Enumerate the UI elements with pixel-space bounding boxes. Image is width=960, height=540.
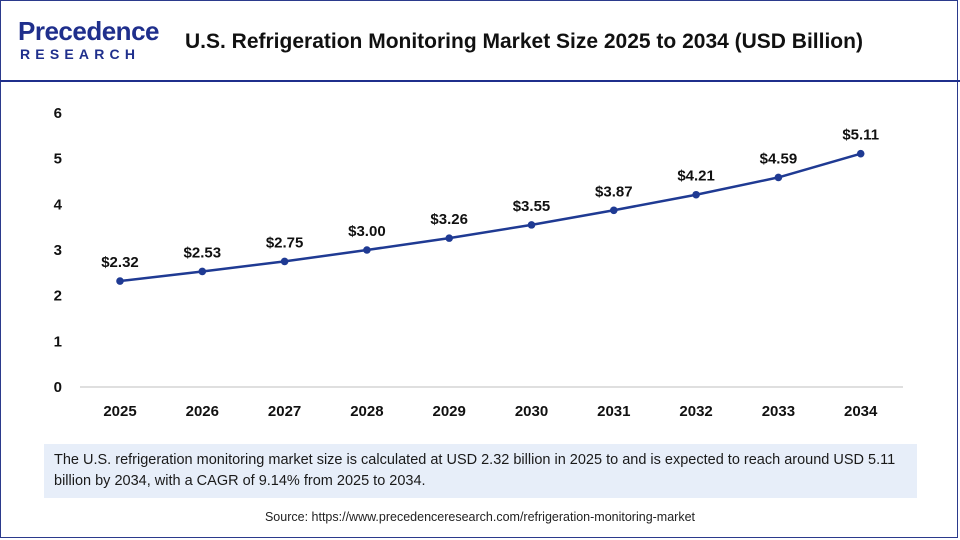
x-tick-label: 2027 [268,403,301,420]
data-label: $3.87 [595,183,633,200]
data-point [610,206,618,215]
data-point [363,246,371,254]
x-tick-label: 2025 [103,403,136,420]
x-tick-label: 2034 [844,403,878,420]
chart-title: U.S. Refrigeration Monitoring Market Siz… [185,30,863,53]
header: Precedence RESEARCH U.S. Refrigeration M… [0,0,960,80]
x-tick-label: 2031 [597,403,630,420]
y-tick-label: 1 [54,333,62,350]
data-point [527,221,536,229]
data-point [774,173,783,182]
logo-subtitle: RESEARCH [20,46,141,62]
x-tick-label: 2028 [350,403,383,420]
data-label: $3.26 [430,211,468,228]
data-point [692,190,700,199]
source-citation: Source: https://www.precedenceresearch.c… [264,510,696,524]
data-point [280,257,289,266]
line-chart: 0 1 2 3 4 5 6 2025 2026 2027 2028 2029 2030 2031 2032 2… [54,105,903,420]
x-tick-label: 2029 [433,403,466,420]
data-point [198,267,207,276]
x-tick-label: 2026 [186,403,219,420]
summary-note: The U.S. refrigeration monitoring market… [44,444,917,498]
data-point [856,149,865,158]
data-label: $2.75 [266,234,304,251]
data-label: $3.55 [513,198,551,215]
data-point [116,277,124,285]
data-label: $4.59 [760,150,798,167]
x-tick-label: 2033 [762,403,795,420]
y-tick-label: 5 [54,151,62,168]
data-label: $4.21 [677,168,715,185]
header-divider [0,80,960,82]
y-tick-label: 6 [54,105,62,122]
data-point [445,234,454,242]
y-tick-label: 2 [54,288,62,305]
y-tick-label: 4 [54,196,63,213]
y-tick-label: 0 [54,379,62,396]
y-tick-label: 3 [54,242,62,259]
data-label: $5.11 [842,127,879,144]
x-tick-label: 2032 [679,403,712,420]
series-line [119,152,862,283]
data-label: $2.32 [101,254,139,271]
data-label: $2.53 [184,244,222,261]
x-tick-label: 2030 [515,403,548,420]
brand-logo: Precedence RESEARCH [18,16,168,64]
data-label: $3.00 [348,223,386,240]
logo-wordmark: Precedence [18,16,159,46]
